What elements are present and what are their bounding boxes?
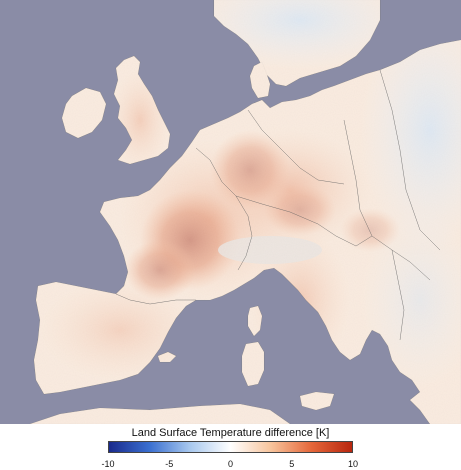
- temperature-anomaly-map: [0, 0, 461, 424]
- legend-colorbar: [108, 441, 353, 453]
- legend-tick-5: 5: [289, 459, 295, 469]
- legend-tick-minus-10: -10: [101, 459, 115, 469]
- legend-tick-0: 0: [227, 459, 234, 469]
- legend-title: Land Surface Temperature difference [K]: [131, 427, 330, 439]
- legend-tick-10: 10: [347, 459, 359, 469]
- legend: Land Surface Temperature difference [K] …: [0, 424, 461, 470]
- country-borders: [115, 69, 441, 341]
- map-area: [0, 0, 461, 424]
- legend-tick-minus-5: -5: [165, 459, 174, 469]
